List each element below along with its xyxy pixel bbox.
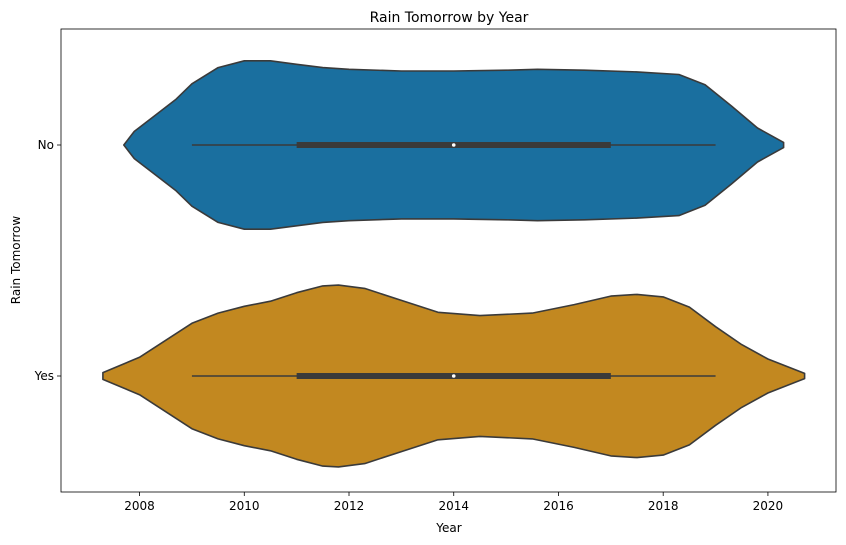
- median-yes: [451, 374, 456, 378]
- y-tick-label: No: [38, 138, 54, 152]
- y-tick-label: Yes: [34, 369, 54, 383]
- chart-title: Rain Tomorrow by Year: [370, 10, 529, 26]
- y-axis-label: Rain Tomorrow: [9, 216, 23, 305]
- plot-area: [102, 60, 806, 468]
- x-tick-label: 2018: [648, 499, 679, 513]
- y-axis: No Yes: [34, 138, 61, 383]
- x-tick-label: 2020: [753, 499, 784, 513]
- x-tick-label: 2008: [124, 499, 155, 513]
- plot-frame: [60, 28, 837, 493]
- x-tick-label: 2014: [438, 499, 469, 513]
- median-no: [451, 143, 456, 147]
- x-axis-label: Year: [435, 521, 461, 535]
- x-tick-label: 2012: [334, 499, 365, 513]
- x-tick-label: 2010: [229, 499, 260, 513]
- x-axis: 2008 2010 2012 2014 2016 2018 2020: [124, 492, 783, 513]
- x-tick-label: 2016: [543, 499, 574, 513]
